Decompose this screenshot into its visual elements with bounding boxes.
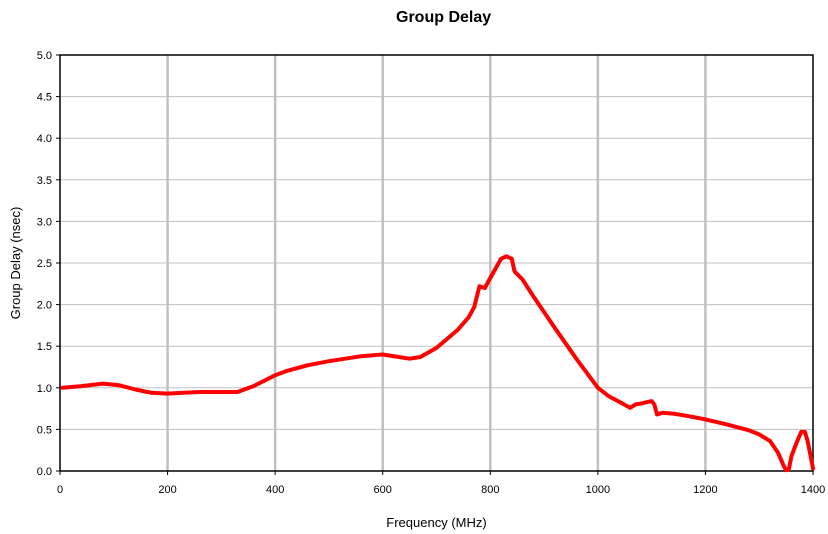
- y-tick-label: 0.5: [37, 424, 52, 436]
- x-tick-label: 1200: [693, 484, 717, 496]
- x-tick-label: 0: [57, 484, 63, 496]
- chart-title: Group Delay: [396, 9, 492, 26]
- y-tick-label: 3.5: [37, 175, 52, 187]
- y-tick-label: 4.5: [37, 92, 52, 104]
- grid: [60, 55, 813, 471]
- y-tick-label: 3.0: [37, 216, 52, 228]
- y-tick-label: 5.0: [37, 50, 52, 62]
- x-tick-label: 400: [266, 484, 284, 496]
- x-tick-label: 1400: [801, 484, 825, 496]
- x-tick-label: 800: [481, 484, 499, 496]
- y-tick-label: 2.0: [37, 300, 52, 312]
- x-tick-label: 200: [158, 484, 176, 496]
- y-tick-label: 1.5: [37, 341, 52, 353]
- group-delay-series-line: [60, 254, 815, 473]
- x-axis-ticks: 0 200 400 600 800 1000 1200 1400: [57, 471, 825, 496]
- y-tick-label: 1.0: [37, 383, 52, 395]
- y-tick-label: 2.5: [37, 258, 52, 270]
- x-tick-label: 1000: [586, 484, 610, 496]
- y-axis-label: Group Delay (nsec): [8, 207, 23, 320]
- x-tick-label: 600: [374, 484, 392, 496]
- y-tick-label: 0.0: [37, 466, 52, 478]
- y-tick-label: 4.0: [37, 133, 52, 145]
- x-axis-label: Frequency (MHz): [386, 515, 486, 530]
- y-axis-ticks: 0.0 0.5 1.0 1.5 2.0 2.5 3.0 3.5 4.0 4.5 5.0: [37, 50, 60, 478]
